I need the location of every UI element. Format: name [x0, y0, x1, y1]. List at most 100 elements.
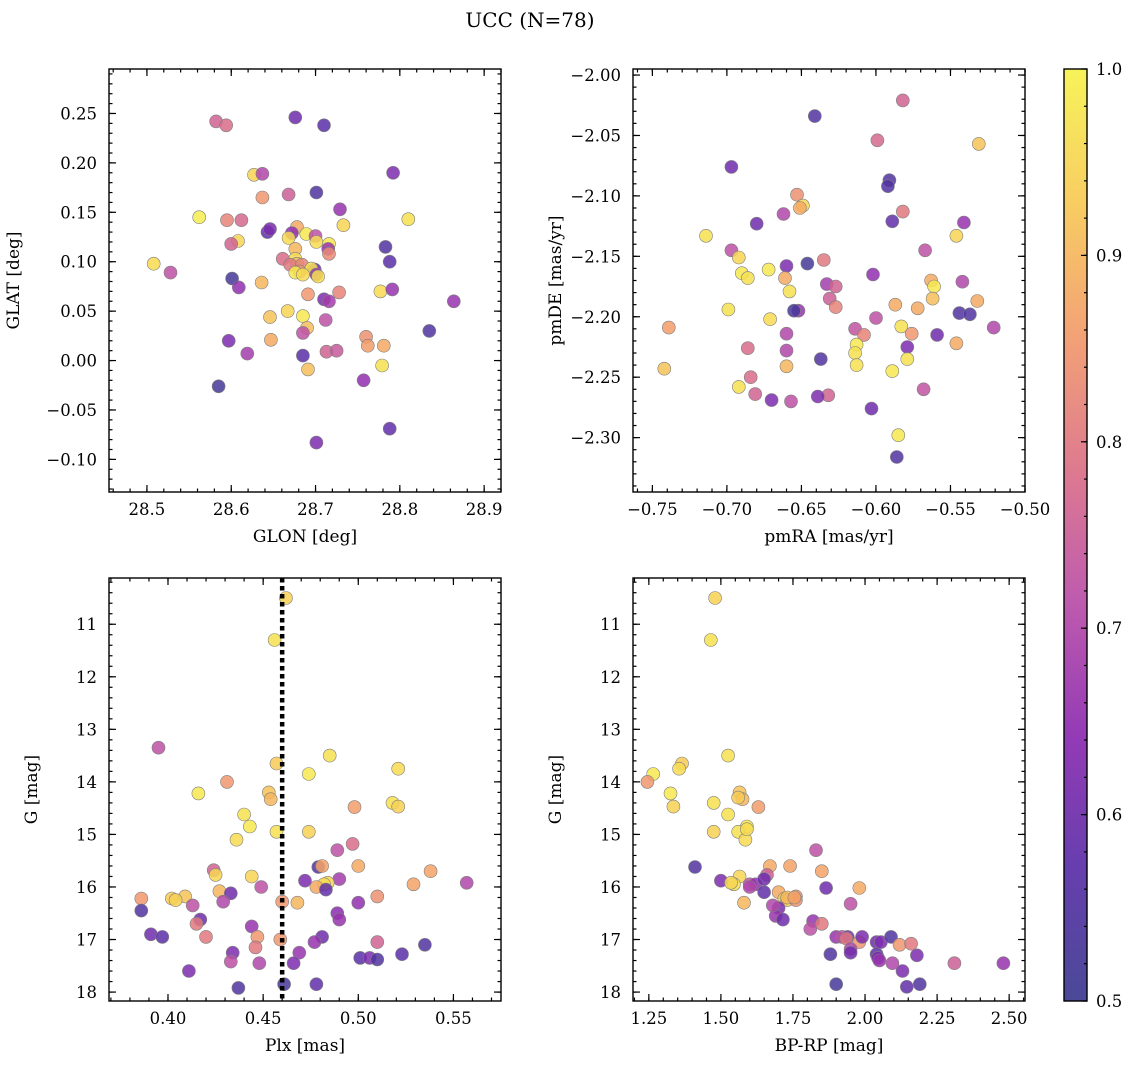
scatter-point [248, 940, 263, 955]
y-tick-label: 0.15 [60, 203, 97, 222]
scatter-point [663, 786, 678, 801]
scatter-point [787, 303, 801, 318]
scatter-point [706, 824, 721, 839]
scatter-point [267, 633, 282, 647]
scatter-point [737, 895, 751, 910]
x-axis-label: pmRA [mas/yr] [764, 527, 893, 547]
scatter-point [446, 294, 461, 309]
scatter-point [751, 800, 766, 814]
y-tick-label: 0.05 [60, 302, 97, 321]
scatter-point [185, 898, 200, 913]
scatter-point [996, 956, 1011, 971]
scatter-point [904, 326, 919, 341]
axes-frame [632, 577, 1026, 1002]
y-tick-label: 11 [76, 615, 97, 634]
scatter-point [829, 977, 844, 992]
scatter-point [706, 796, 721, 810]
scatter-point [322, 247, 336, 261]
y-tick-label: 15 [76, 825, 97, 844]
scatter-point [307, 935, 322, 949]
scatter-point [864, 401, 879, 416]
scatter-point [252, 956, 267, 971]
scatter-point [765, 898, 780, 913]
scatter-point [885, 956, 900, 971]
y-tick-label: 18 [600, 983, 621, 1002]
scatter-point [970, 294, 985, 308]
y-tick-label: 14 [76, 773, 97, 792]
scatter-point [151, 740, 166, 755]
scatter-point [199, 930, 213, 944]
scatter-point [391, 799, 406, 814]
scatter-point [823, 947, 838, 962]
y-tick-label: −2.20 [570, 308, 621, 327]
scatter-point [731, 250, 746, 265]
axes-frame [108, 68, 502, 493]
scatter-point [244, 869, 259, 884]
scatter-point [779, 326, 794, 341]
y-tick-label: 15 [600, 825, 621, 844]
scatter-point [843, 896, 858, 911]
scatter-point [232, 280, 246, 295]
scatter-point [332, 912, 347, 927]
scatter-point [925, 291, 940, 306]
subplot-grid: 28.5 28.6 28.7 28.8 28.9 0.25 0.20 0.15 0.10 0.05… [4, 66, 1050, 1056]
scatter-point [721, 302, 736, 317]
x-tick-label: 1.25 [630, 1009, 667, 1028]
scatter-point [317, 118, 331, 133]
scatter-point [296, 348, 310, 363]
x-axis-label: GLON [deg] [253, 527, 357, 547]
scatter-point [749, 216, 764, 231]
subplot-plx-g: 0.40 0.45 0.50 0.55 11 12 13 14 15 16 17 18 Plx [mas… [22, 577, 502, 1056]
scatter-point [814, 864, 829, 879]
scatter-point [779, 359, 794, 374]
scatter-point [255, 167, 270, 181]
scatter-point [757, 885, 771, 900]
x-tick-label: 2.25 [919, 1009, 956, 1028]
scatter-point [288, 110, 303, 125]
scatter-point [356, 373, 371, 388]
scatter-points [146, 110, 461, 450]
scatter-point [189, 916, 204, 931]
scatter-point [731, 790, 746, 805]
y-tick-label: 12 [76, 668, 97, 687]
y-tick-label: −2.10 [570, 187, 621, 206]
scatter-point [776, 912, 790, 927]
scatter-point [688, 860, 702, 874]
y-tick-label: 11 [600, 615, 621, 634]
scatter-point [828, 300, 843, 314]
scatter-point [208, 868, 223, 882]
scatter-point [292, 945, 307, 960]
scatter-point [211, 379, 226, 394]
scatter-point [423, 864, 438, 879]
scatter-point [731, 380, 746, 394]
scatter-point [220, 775, 234, 789]
scatter-point [333, 202, 347, 217]
scatter-point [376, 338, 391, 353]
scatter-point [740, 822, 754, 837]
y-tick-label: −2.00 [570, 66, 621, 85]
axes-frame [108, 577, 502, 1002]
scatter-point [163, 265, 178, 280]
colorbar-tick-label: 0.7 [1096, 619, 1122, 638]
scatter-point [231, 981, 246, 995]
y-axis-label: pmDE [mas/yr] [546, 215, 566, 345]
x-axis-label: Plx [mas] [265, 1036, 345, 1056]
scatter-point [401, 212, 416, 226]
scatter-point [386, 166, 400, 180]
scatter-point [776, 207, 791, 221]
scatter-point [900, 340, 915, 354]
scatter-point [881, 179, 895, 193]
scatter-point [311, 269, 325, 284]
scatter-point [234, 213, 249, 227]
scatter-point [309, 435, 324, 450]
scatter-point [375, 358, 389, 373]
scatter-point [240, 346, 255, 361]
scatter-point [296, 267, 310, 282]
scatter-point [329, 343, 344, 358]
y-tick-label: −2.05 [570, 126, 621, 145]
scatter-point [322, 294, 336, 309]
scatter-point [872, 953, 887, 968]
scatter-point [146, 256, 161, 271]
scatter-point [809, 843, 823, 858]
scatter-points [640, 591, 1011, 994]
